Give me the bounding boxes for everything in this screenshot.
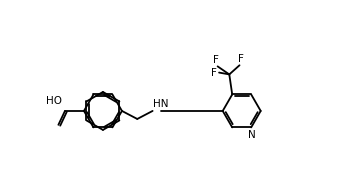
Text: N: N	[248, 130, 256, 140]
Text: F: F	[213, 55, 219, 65]
Text: F: F	[238, 54, 244, 64]
Text: HO: HO	[46, 96, 62, 106]
Text: F: F	[211, 68, 217, 77]
Text: HN: HN	[153, 99, 168, 109]
